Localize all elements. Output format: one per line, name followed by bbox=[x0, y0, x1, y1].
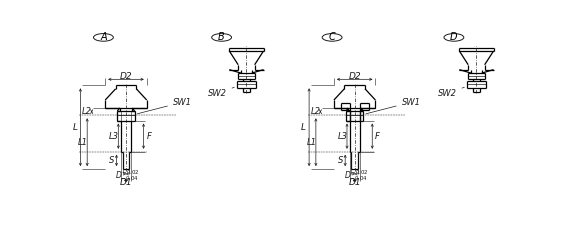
Text: D1: D1 bbox=[349, 178, 361, 187]
Text: D2: D2 bbox=[349, 72, 361, 81]
Text: L2: L2 bbox=[82, 107, 92, 116]
Text: $D^{-0.02}_{-0.04}$: $D^{-0.02}_{-0.04}$ bbox=[115, 168, 140, 183]
Text: D1: D1 bbox=[120, 178, 132, 187]
Text: D: D bbox=[450, 32, 457, 42]
Text: SW1: SW1 bbox=[137, 98, 192, 114]
Text: L3: L3 bbox=[338, 132, 347, 141]
Text: L1: L1 bbox=[77, 138, 88, 147]
Text: D2: D2 bbox=[120, 72, 132, 81]
Text: S: S bbox=[338, 156, 343, 165]
Text: L: L bbox=[73, 123, 77, 132]
Text: SW1: SW1 bbox=[366, 98, 421, 114]
Text: SW2: SW2 bbox=[438, 87, 464, 98]
Text: $D^{-0.02}_{-0.04}$: $D^{-0.02}_{-0.04}$ bbox=[344, 168, 368, 183]
Text: SW2: SW2 bbox=[208, 87, 235, 98]
Text: A: A bbox=[100, 32, 107, 42]
Text: C: C bbox=[329, 32, 335, 42]
Text: L: L bbox=[301, 123, 306, 132]
Text: L1: L1 bbox=[306, 138, 317, 147]
Text: F: F bbox=[147, 132, 151, 141]
Text: F: F bbox=[375, 132, 380, 141]
Text: L3: L3 bbox=[109, 132, 119, 141]
Text: L2: L2 bbox=[311, 107, 321, 116]
Text: S: S bbox=[109, 156, 115, 165]
Text: B: B bbox=[218, 32, 225, 42]
